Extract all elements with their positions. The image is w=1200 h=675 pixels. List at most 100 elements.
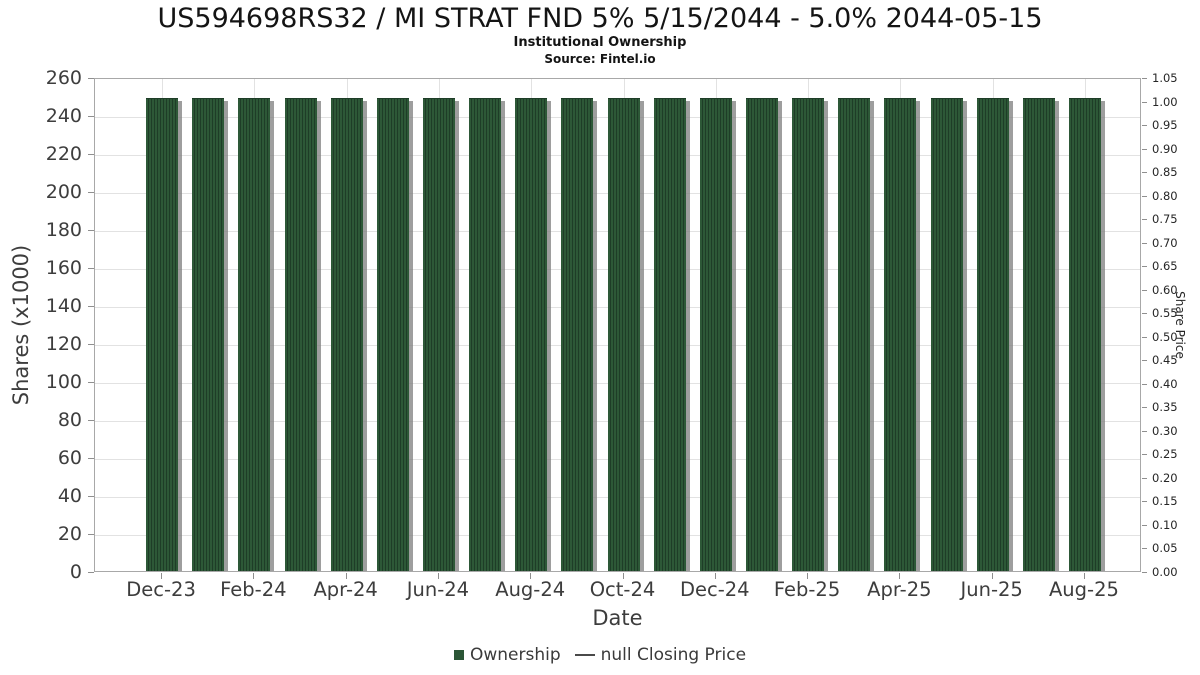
x-axis-tick-label: Aug-25 [1048, 578, 1119, 601]
bar-Jul-25[interactable] [1022, 98, 1055, 571]
chart-source: Source: Fintel.io [544, 52, 656, 66]
bar-Jun-25[interactable] [976, 98, 1009, 571]
bar-Sep-24[interactable] [561, 98, 594, 571]
y-axis-tickmark-left [88, 78, 94, 79]
x-axis-title: Date [592, 606, 643, 630]
y-axis-tick-label-left: 0 [69, 561, 82, 583]
legend: Ownership null Closing Price [0, 645, 1200, 665]
y-axis-tick-label-right: 0.00 [1152, 565, 1178, 579]
y-axis-tick-label-right: 0.60 [1152, 282, 1178, 297]
y-axis-tickmark-right [1142, 430, 1147, 432]
plot-area [94, 78, 1141, 572]
x-axis-tickmark [899, 573, 901, 579]
bar-Feb-25[interactable] [792, 98, 825, 571]
y-axis-tick-label-left: 160 [45, 257, 82, 279]
y-axis-tick-label-right: 0.15 [1152, 494, 1178, 509]
y-axis-tickmark-left [88, 382, 94, 383]
y-axis-tickmark-left [88, 116, 94, 117]
x-axis-tickmark [1083, 573, 1085, 579]
x-axis-tick-label: Oct-24 [589, 578, 656, 601]
bar-May-25[interactable] [930, 98, 963, 571]
y-axis-tick-label-right: 0.80 [1152, 188, 1178, 203]
y-axis-tickmark-left [88, 534, 94, 535]
bar-Dec-23[interactable] [146, 98, 179, 571]
y-axis-tick-label-right: 0.65 [1152, 259, 1178, 274]
y-axis-tickmark-right [1142, 148, 1147, 150]
y-axis-tickmark-left [88, 230, 94, 231]
y-axis-tick-label-right: 0.50 [1152, 329, 1178, 344]
bar-Jan-25[interactable] [745, 98, 778, 571]
bar-Aug-24[interactable] [515, 98, 548, 571]
y-axis-tickmark-right [1142, 219, 1147, 221]
x-axis-tickmark [345, 573, 347, 579]
y-axis-tickmark-right [1142, 313, 1147, 315]
y-axis-tickmark-right [1142, 336, 1147, 338]
legend-ownership-swatch-icon [453, 650, 464, 660]
y-axis-tickmark-right [1142, 477, 1147, 479]
bar-May-24[interactable] [376, 98, 409, 571]
y-axis-tickmark-right [1142, 360, 1147, 362]
y-axis-tick-label-left: 20 [57, 523, 82, 545]
y-axis-tick-label-right: 0.05 [1152, 541, 1178, 556]
y-axis-tickmark-left [88, 192, 94, 193]
x-axis-tickmark [161, 573, 163, 579]
y-axis-tickmark-left [88, 458, 94, 459]
y-axis-tick-label-left: 40 [57, 485, 82, 507]
bar-Oct-24[interactable] [607, 98, 640, 571]
y-axis-tick-label-right: 0.20 [1152, 470, 1178, 485]
x-axis-tick-label: Feb-25 [773, 578, 841, 601]
bar-Dec-24[interactable] [699, 98, 732, 571]
y-axis-tickmark-right [1142, 572, 1147, 573]
y-axis-tickmark-right [1142, 524, 1147, 526]
x-axis-tickmark [530, 573, 532, 579]
bar-Nov-24[interactable] [653, 98, 686, 571]
y-axis-tick-label-right: 0.55 [1152, 306, 1178, 321]
y-axis-tick-label-right: 0.75 [1152, 212, 1178, 227]
y-axis-tick-label-left: 80 [57, 409, 82, 431]
x-axis-tickmark [622, 573, 624, 579]
legend-line-swatch-icon [574, 653, 595, 657]
bar-Mar-24[interactable] [284, 98, 317, 571]
x-axis-tick-label: Jun-25 [960, 578, 1023, 601]
bar-Aug-25[interactable] [1068, 98, 1101, 571]
y-axis-tickmark-right [1142, 195, 1147, 197]
y-axis-tick-label-right: 0.95 [1152, 118, 1178, 133]
x-axis-tickmark [253, 573, 255, 579]
y-axis-tickmark-left [88, 496, 94, 497]
y-axis-tickmark-left [88, 306, 94, 307]
y-axis-tick-label-left: 260 [45, 67, 82, 89]
x-axis-tick-label: Dec-24 [679, 578, 750, 601]
bar-Jan-24[interactable] [192, 98, 225, 571]
y-axis-tickmark-right [1142, 454, 1147, 456]
y-axis-tick-label-right: 0.40 [1152, 376, 1178, 391]
y-axis-tickmark-left [88, 420, 94, 421]
y-axis-tickmark-right [1142, 242, 1147, 244]
y-axis-tickmark-right [1142, 78, 1147, 79]
y-axis-tick-label-right: 1.05 [1152, 71, 1178, 85]
bar-Jul-24[interactable] [469, 98, 502, 571]
y-axis-tick-label-left: 140 [45, 295, 82, 317]
chart-subtitle: Institutional Ownership [513, 35, 687, 50]
bar-Mar-25[interactable] [838, 98, 871, 571]
y-axis-tick-label-right: 0.30 [1152, 423, 1178, 438]
legend-item-ownership[interactable]: Ownership [453, 645, 561, 665]
bar-Feb-24[interactable] [238, 98, 271, 571]
legend-item-closing-price[interactable]: null Closing Price [574, 645, 747, 665]
y-axis-tickmark-right [1142, 125, 1147, 127]
y-axis-tick-label-right: 0.45 [1152, 353, 1178, 368]
legend-closing-price-label: null Closing Price [600, 645, 747, 665]
y-axis-tickmark-left [88, 268, 94, 269]
bar-Apr-24[interactable] [330, 98, 363, 571]
y-axis-tickmark-left [88, 344, 94, 345]
y-axis-tick-label-left: 180 [45, 219, 82, 241]
y-axis-tickmark-right [1142, 172, 1147, 174]
x-axis-tick-label: Apr-24 [313, 578, 378, 601]
chart-title: US594698RS32 / MI STRAT FND 5% 5/15/2044… [157, 3, 1043, 34]
y-axis-tickmark-right [1142, 501, 1147, 503]
bar-Apr-25[interactable] [884, 98, 917, 571]
y-axis-tickmark-left [88, 154, 94, 155]
y-axis-tickmark-right [1142, 289, 1147, 291]
bar-Jun-24[interactable] [422, 98, 455, 571]
x-axis-tickmark [437, 573, 439, 579]
